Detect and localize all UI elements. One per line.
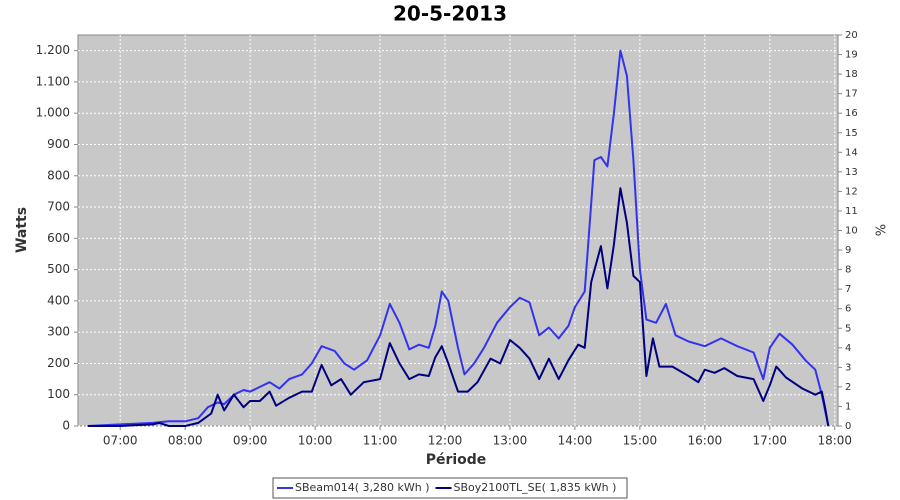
y2-tick-label: 10 [845,226,858,237]
series-line [87,49,830,427]
y2-tick-label: 17 [845,89,858,100]
chart-title: 20-5-2013 [393,2,507,26]
y2-tick-label: 2 [845,382,851,393]
y2-tick-label: 8 [845,265,851,276]
y-tick-label: 0 [62,419,70,433]
y-tick-label: 800 [47,168,70,182]
x-tick-label: 13:00 [493,434,528,448]
y2-tick-label: 14 [845,147,858,158]
y-axis-label: Watts [14,207,30,253]
y2-tick-label: 6 [845,304,851,315]
x-tick-label: 12:00 [428,434,463,448]
y-tick-label: 600 [47,231,70,245]
y2-tick-label: 20 [845,30,858,41]
y-tick-label: 700 [47,200,70,214]
y2-tick-label: 18 [845,69,858,80]
y2-tick-label: 12 [845,186,858,197]
y-tick-label: 1.200 [36,43,70,57]
y2-tick-label: 1 [845,401,851,412]
y-tick-label: 1.000 [36,106,70,120]
x-tick-label: 07:00 [103,434,138,448]
y2-tick-label: 11 [845,206,858,217]
y2-tick-label: 0 [845,421,851,432]
x-tick-label: 11:00 [363,434,398,448]
y-tick-label: 200 [47,356,70,370]
y2-tick-label: 9 [845,245,851,256]
y2-tick-label: 7 [845,284,851,295]
x-tick-label: 15:00 [623,434,658,448]
legend-label: SBoy2100TL_SE( 1,835 kWh ) [454,481,617,494]
y2-tick-label: 13 [845,167,858,178]
x-tick-label: 16:00 [688,434,723,448]
x-axis-label: Période [426,452,487,468]
x-tick-label: 14:00 [558,434,593,448]
y-tick-label: 100 [47,387,70,401]
plot-area [77,34,839,427]
legend-label: SBeam014( 3,280 kWh ) [295,481,430,494]
y-tick-label: 300 [47,325,70,339]
x-tick-label: 08:00 [168,434,203,448]
y2-tick-label: 4 [845,343,851,354]
y-tick-label: 500 [47,262,70,276]
y-tick-label: 400 [47,293,70,307]
y2-tick-label: 15 [845,128,858,139]
x-tick-label: 09:00 [233,434,268,448]
y-tick-label: 1.100 [36,74,70,88]
y2-tick-label: 16 [845,108,858,119]
y2-axis-label: % [875,224,890,236]
x-tick-label: 18:00 [817,434,852,448]
y-tick-label: 900 [47,137,70,151]
x-tick-label: 10:00 [298,434,333,448]
x-tick-label: 17:00 [752,434,787,448]
series-line [87,187,830,427]
y2-tick-label: 3 [845,362,851,373]
y2-tick-label: 5 [845,323,851,334]
y2-tick-label: 19 [845,50,858,61]
